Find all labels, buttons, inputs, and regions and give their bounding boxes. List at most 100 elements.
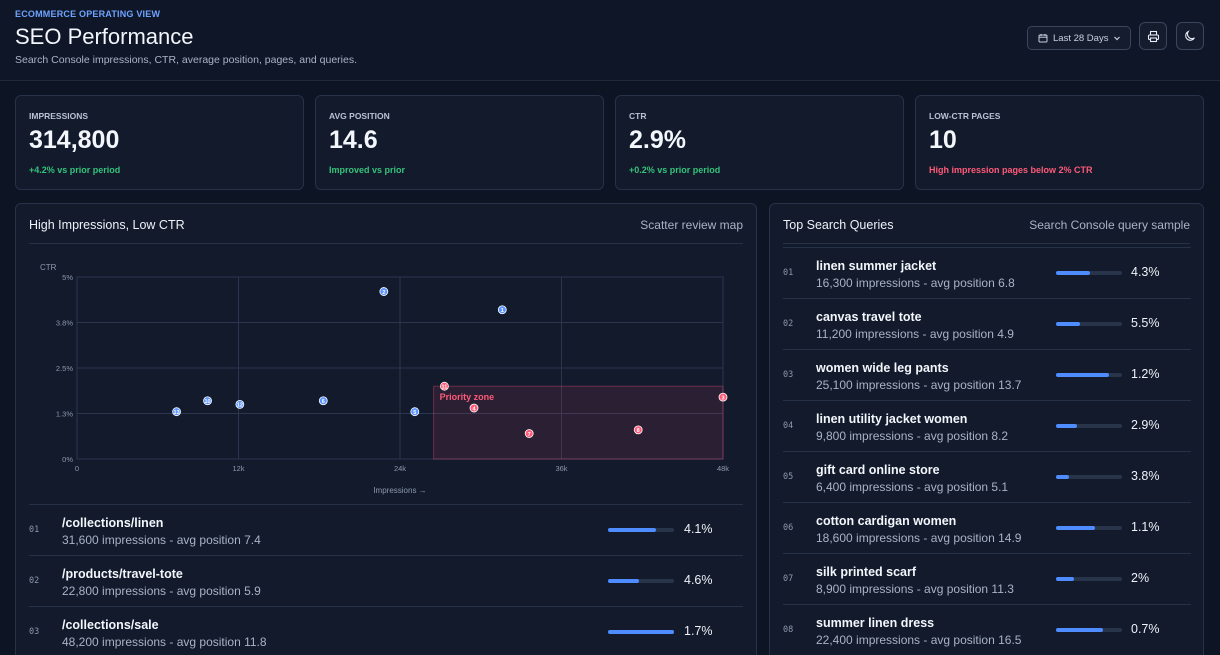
panel-title: Top Search Queries [783, 218, 894, 232]
date-range-button[interactable]: Last 28 Days [1027, 26, 1131, 50]
scatter-point-label: 6 [322, 399, 325, 405]
list-item[interactable]: 02/products/travel-tote 22,800 impression… [29, 555, 743, 606]
row-subtitle: 22,400 impressions - avg position 16.5 [816, 633, 1022, 647]
row-title: gift card online store [816, 463, 940, 477]
ctr-value: 0.7% [1131, 622, 1160, 636]
page-title: SEO Performance [15, 24, 194, 49]
list-item[interactable]: 07 silk printed scarf 8,900 impressions - … [783, 553, 1191, 604]
scatter-point [172, 407, 181, 417]
scatter-panel: High Impressions, Low CTR Scatter review… [15, 203, 757, 655]
list-item[interactable]: 04 linen utility jacket women 9,800 impres… [783, 400, 1191, 451]
scatter-point-label: 10 [204, 399, 210, 405]
scatter-point-label: 5 [413, 410, 416, 416]
moon-icon [1185, 30, 1195, 41]
list-item[interactable]: 08 summer linen dress 22,400 impressions -… [783, 604, 1191, 655]
page-header: ECOMMERCE OPERATING VIEW SEO Performance… [0, 0, 1220, 81]
ctr-bar [1056, 628, 1122, 632]
ctr-bar-fill [1056, 424, 1078, 428]
kpi-card-ctr: CTR 2.9% +0.2% vs prior period [615, 95, 904, 190]
row-subtitle: 16,300 impressions - avg position 6.8 [816, 276, 1015, 290]
date-range-label: Last 28 Days [1053, 32, 1109, 44]
ctr-bar [1056, 577, 1122, 581]
list-item[interactable]: 02 canvas travel tote 11,200 impressions -… [783, 298, 1191, 349]
row-number: 05 [783, 472, 794, 482]
scatter-point-label: 12 [237, 403, 243, 409]
ctr-bar-fill [1056, 271, 1091, 275]
kpi-label: AVG POSITION [329, 111, 390, 121]
scatter-point [410, 407, 420, 417]
row-title: /collections/sale [62, 618, 159, 632]
kpi-card-impressions: IMPRESSIONS 314,800 +4.2% vs prior perio… [15, 95, 304, 190]
panel-meta: Search Console query sample [1029, 218, 1190, 232]
scatter-point [718, 392, 728, 402]
theme-toggle-button[interactable] [1176, 22, 1204, 50]
row-subtitle: 22,800 impressions - avg position 5.9 [62, 584, 261, 598]
list-item[interactable]: 06 cotton cardigan women 18,600 impression… [783, 502, 1191, 553]
ctr-bar-fill [608, 630, 674, 634]
panel-divider [783, 243, 1190, 244]
list-item[interactable]: 05 gift card online store 6,400 impression… [783, 451, 1191, 502]
row-title: /products/travel-tote [62, 567, 183, 581]
x-tick-label: 48k [717, 464, 729, 473]
ctr-bar [1056, 271, 1122, 275]
kpi-card-low-ctr-pages: LOW-CTR PAGES 10 High impression pages b… [915, 95, 1204, 190]
row-title: cotton cardigan women [816, 514, 957, 528]
row-subtitle: 11,200 impressions - avg position 4.9 [816, 327, 1014, 341]
ctr-bar-fill [1056, 577, 1075, 581]
row-number: 03 [783, 370, 794, 380]
ctr-value: 1.7% [684, 624, 713, 638]
ctr-bar-fill [1056, 373, 1109, 377]
ctr-bar [608, 579, 674, 583]
row-title: canvas travel tote [816, 310, 922, 324]
x-tick-label: 36k [555, 464, 567, 473]
list-item[interactable]: 01/collections/linen 31,600 impressions -… [29, 504, 743, 555]
y-tick-label: 3.8% [56, 319, 73, 328]
scatter-point-label: 7 [528, 432, 531, 438]
scatter-point [633, 425, 643, 435]
y-axis-label: CTR [40, 263, 57, 272]
ctr-bar-fill [608, 579, 640, 583]
ctr-value: 4.1% [684, 522, 713, 536]
row-subtitle: 8,900 impressions - avg position 11.3 [816, 582, 1014, 596]
scatter-point-label: 2 [382, 290, 385, 296]
y-tick-label: 2.5% [56, 364, 73, 373]
row-number: 03 [29, 627, 40, 637]
row-title: silk printed scarf [816, 565, 917, 579]
scatter-point [235, 399, 245, 409]
ctr-bar [1056, 322, 1122, 326]
scatter-point-label: 3 [721, 395, 724, 401]
scatter-point [469, 403, 479, 413]
row-number: 02 [29, 576, 40, 586]
ctr-bar-fill [1056, 526, 1095, 530]
list-item[interactable]: 03 women wide leg pants 25,100 impressions… [783, 349, 1191, 400]
panel-title: High Impressions, Low CTR [29, 218, 185, 232]
row-subtitle: 18,600 impressions - avg position 14.9 [816, 531, 1022, 545]
printer-icon [1147, 30, 1159, 42]
scatter-point [318, 396, 328, 406]
queries-panel: Top Search Queries Search Console query … [769, 203, 1204, 655]
kpi-label: IMPRESSIONS [29, 111, 89, 121]
scatter-point-label: 13 [174, 410, 180, 416]
row-number: 06 [783, 523, 794, 533]
row-title: /collections/linen [62, 516, 164, 530]
row-title: summer linen dress [816, 616, 935, 630]
chevron-down-icon [1114, 36, 1121, 41]
ctr-bar [1056, 424, 1122, 428]
list-item[interactable]: 03/collections/sale 48,200 impressions - … [29, 606, 743, 655]
scatter-point-label: 4 [472, 406, 476, 412]
scatter-point [203, 396, 212, 406]
print-button[interactable] [1139, 22, 1167, 50]
calendar-icon [1038, 34, 1048, 43]
y-tick-label: 0% [62, 455, 73, 464]
row-number: 01 [783, 268, 794, 278]
row-number: 07 [783, 574, 794, 584]
ctr-value: 3.8% [1131, 469, 1160, 483]
y-tick-label: 1.3% [56, 410, 73, 419]
kpi-label: LOW-CTR PAGES [929, 111, 1001, 121]
ctr-value: 5.5% [1131, 316, 1160, 330]
scatter-point-label: 11 [441, 385, 447, 391]
list-item[interactable]: 01 linen summer jacket 16,300 impressions … [783, 247, 1191, 298]
kpi-delta: Improved vs prior [329, 165, 406, 175]
row-title: linen summer jacket [816, 259, 937, 273]
kpi-value: 10 [929, 126, 957, 154]
